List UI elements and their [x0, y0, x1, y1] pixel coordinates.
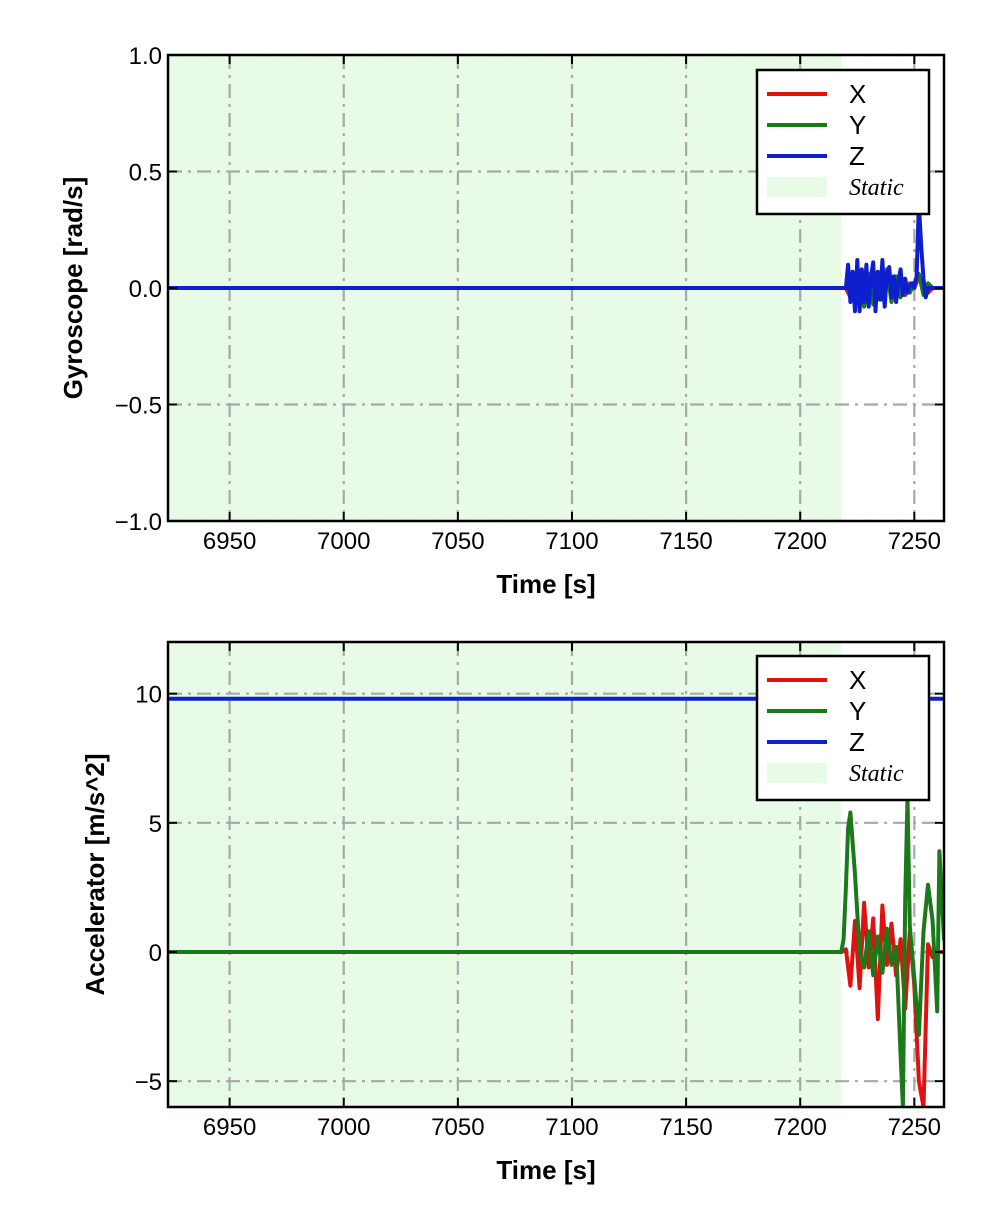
- y-axis-label: Gyroscope [rad/s]: [58, 177, 88, 400]
- x-tick-label: 6950: [203, 1114, 256, 1141]
- legend-swatch-static: [767, 177, 827, 197]
- plot-area: [168, 202, 944, 314]
- legend-label-static: Static: [849, 761, 904, 787]
- x-tick-label: 7200: [774, 528, 827, 555]
- axes-frame: [166, 640, 946, 1109]
- chart-2: 6950 7000 7050 7100 7150 7200 7250 10 5 0 −5 Time […: [80, 640, 946, 1185]
- x-tick-label: 7250: [888, 1114, 941, 1141]
- legend: XYZ Static: [755, 654, 931, 802]
- legend-label-y: Y: [849, 110, 866, 140]
- x-tick-label: 7100: [545, 528, 598, 555]
- y-tick-label: 0.0: [129, 276, 162, 303]
- y-tick-label: 5: [149, 811, 162, 838]
- legend-label-x: X: [849, 79, 866, 109]
- y-tick-label: 10: [135, 682, 162, 709]
- y-tick-label: −5: [135, 1069, 162, 1096]
- x-tick-label: 7150: [659, 528, 712, 555]
- x-tick-label: 7000: [317, 528, 370, 555]
- x-tick-label: 7250: [888, 528, 941, 555]
- legend: XYZ Static: [755, 68, 931, 216]
- x-axis-label: Time [s]: [496, 569, 595, 599]
- x-tick-label: 7000: [317, 1114, 370, 1141]
- x-tick-label: 7200: [774, 1114, 827, 1141]
- chart-1: 6950 7000 7050 7100 7150 7200 7250 1.0 0.5 0.0 −0.…: [58, 43, 946, 599]
- legend-label-z: Z: [849, 727, 865, 757]
- legend-label-x: X: [849, 665, 866, 695]
- x-tick-label: 7100: [545, 1114, 598, 1141]
- x-tick-label: 7050: [431, 528, 484, 555]
- x-axis-label: Time [s]: [496, 1155, 595, 1185]
- legend-label-y: Y: [849, 696, 866, 726]
- x-tick-label: 6950: [203, 528, 256, 555]
- x-tick-label: 7050: [431, 1114, 484, 1141]
- y-tick-label: 0.5: [129, 160, 162, 187]
- series-line-y: [168, 795, 944, 1107]
- x-tick-label: 7150: [659, 1114, 712, 1141]
- series-line-z: [168, 202, 944, 314]
- y-tick-label: 0: [149, 940, 162, 967]
- y-tick-label: −0.5: [115, 393, 162, 420]
- y-axis-label: Accelerator [m/s^2]: [80, 753, 110, 995]
- y-tick-label: 1.0: [129, 43, 162, 70]
- legend-label-z: Z: [849, 141, 865, 171]
- static-region: [168, 642, 842, 1107]
- legend-label-static: Static: [849, 175, 904, 201]
- legend-swatch-static: [767, 763, 827, 783]
- y-tick-label: −1.0: [115, 509, 162, 536]
